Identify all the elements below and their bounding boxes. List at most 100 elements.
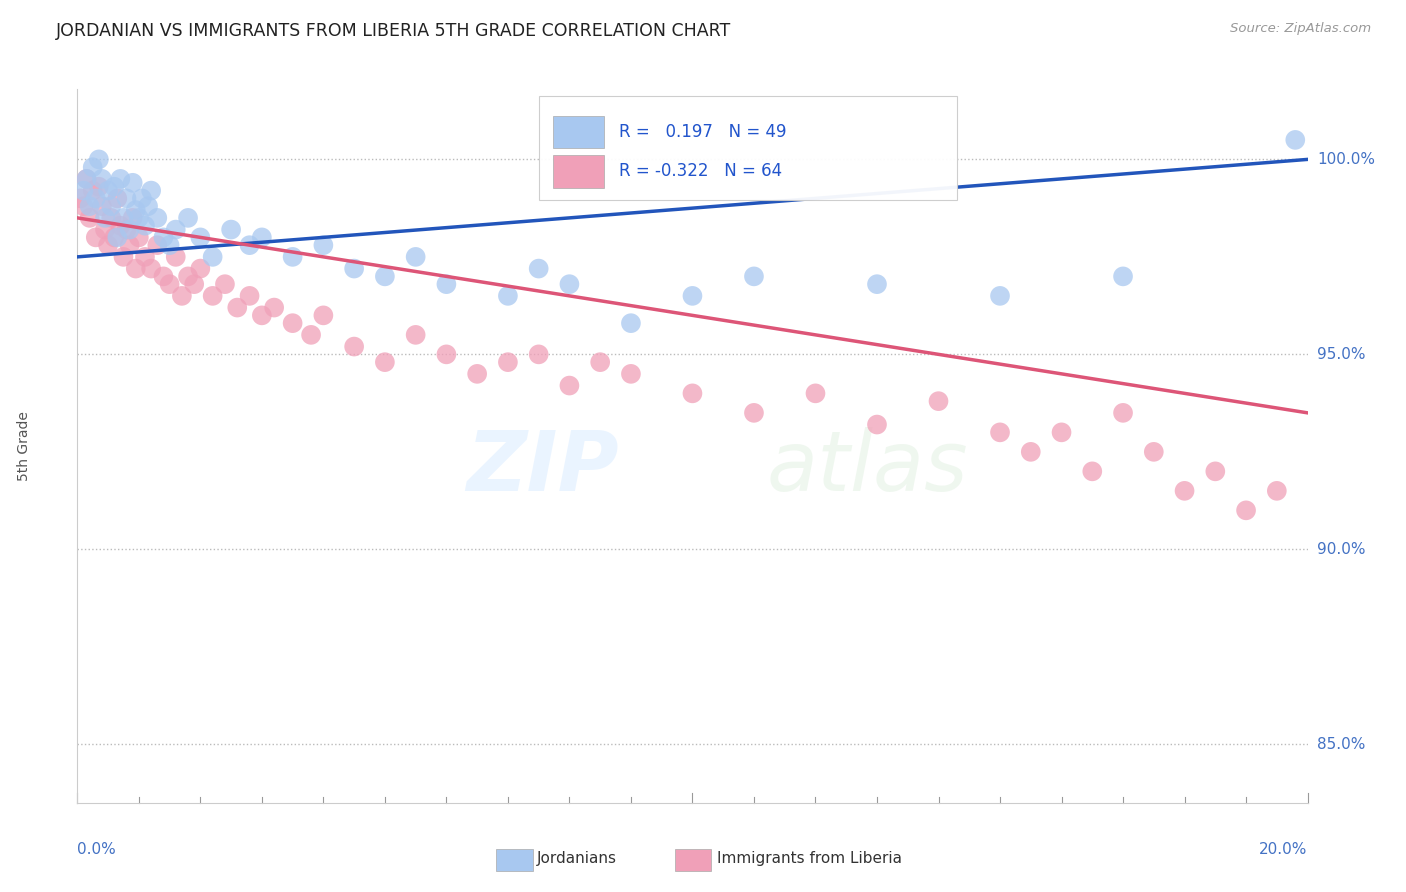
Point — [1284, 133, 1306, 147]
Point — [170, 289, 193, 303]
Point — [465, 367, 488, 381]
Point — [188, 230, 212, 244]
Point — [1019, 445, 1042, 459]
Point — [103, 230, 125, 244]
Point — [281, 250, 304, 264]
Point — [177, 211, 200, 225]
Point — [79, 211, 101, 225]
Point — [1234, 503, 1257, 517]
Point — [1112, 406, 1135, 420]
Point — [112, 250, 135, 264]
Point — [804, 386, 827, 401]
Point — [72, 199, 94, 213]
Point — [159, 277, 181, 292]
Point — [1143, 445, 1166, 459]
Point — [136, 199, 159, 213]
Text: 85.0%: 85.0% — [1317, 737, 1365, 752]
Point — [87, 179, 110, 194]
Point — [105, 191, 128, 205]
Point — [82, 160, 104, 174]
Point — [928, 394, 950, 409]
Point — [250, 230, 273, 244]
Point — [866, 277, 889, 292]
Point — [1174, 483, 1197, 498]
Point — [110, 172, 132, 186]
Point — [682, 289, 704, 303]
Point — [496, 289, 519, 303]
Point — [152, 230, 174, 244]
Point — [527, 347, 550, 361]
Point — [343, 261, 366, 276]
Point — [146, 211, 169, 225]
Text: 5th Grade: 5th Grade — [17, 411, 31, 481]
Point — [125, 261, 148, 276]
Point — [1204, 464, 1226, 478]
Point — [436, 347, 458, 361]
Point — [84, 191, 107, 205]
Point — [239, 238, 262, 252]
Text: 95.0%: 95.0% — [1317, 347, 1365, 362]
Point — [1112, 269, 1135, 284]
FancyBboxPatch shape — [554, 155, 605, 187]
Point — [125, 203, 148, 218]
Point — [239, 289, 262, 303]
Point — [94, 211, 117, 225]
Point — [128, 211, 150, 225]
Point — [115, 191, 138, 205]
Point — [343, 340, 366, 354]
Point — [105, 230, 128, 244]
Point — [118, 222, 141, 236]
Point — [558, 277, 581, 292]
Text: 20.0%: 20.0% — [1260, 842, 1308, 857]
Point — [527, 261, 550, 276]
Text: 90.0%: 90.0% — [1317, 541, 1365, 557]
Point — [131, 191, 153, 205]
Point — [146, 238, 169, 252]
Point — [1081, 464, 1104, 478]
Point — [121, 176, 143, 190]
Point — [866, 417, 889, 432]
Point — [620, 316, 643, 330]
Point — [299, 327, 322, 342]
Text: R =   0.197   N = 49: R = 0.197 N = 49 — [619, 123, 786, 141]
Point — [374, 269, 396, 284]
Text: Source: ZipAtlas.com: Source: ZipAtlas.com — [1230, 22, 1371, 36]
Point — [100, 199, 122, 213]
Point — [69, 191, 91, 205]
Point — [188, 261, 212, 276]
Point — [82, 184, 104, 198]
Point — [97, 238, 120, 252]
Point — [219, 222, 242, 236]
FancyBboxPatch shape — [538, 96, 957, 200]
Point — [742, 269, 765, 284]
Point — [100, 211, 122, 225]
Point — [72, 184, 94, 198]
Text: Jordanians: Jordanians — [537, 851, 617, 865]
Text: atlas: atlas — [766, 427, 967, 508]
Point — [121, 211, 143, 225]
Point — [1265, 483, 1288, 498]
Text: Immigrants from Liberia: Immigrants from Liberia — [717, 851, 903, 865]
Point — [134, 250, 156, 264]
Point — [201, 250, 224, 264]
Point — [988, 425, 1011, 440]
Point — [312, 238, 335, 252]
Point — [405, 327, 427, 342]
FancyBboxPatch shape — [554, 116, 605, 148]
Point — [90, 172, 114, 186]
Point — [682, 386, 704, 401]
Text: 100.0%: 100.0% — [1317, 152, 1375, 167]
Point — [558, 378, 581, 392]
Point — [90, 199, 114, 213]
Point — [374, 355, 396, 369]
Text: R = -0.322   N = 64: R = -0.322 N = 64 — [619, 162, 782, 180]
Point — [103, 179, 125, 194]
Point — [250, 309, 273, 323]
Point — [226, 301, 249, 315]
Point — [134, 219, 156, 233]
Point — [94, 222, 117, 236]
Point — [183, 277, 205, 292]
Point — [76, 172, 98, 186]
Point — [177, 269, 200, 284]
Point — [201, 289, 224, 303]
